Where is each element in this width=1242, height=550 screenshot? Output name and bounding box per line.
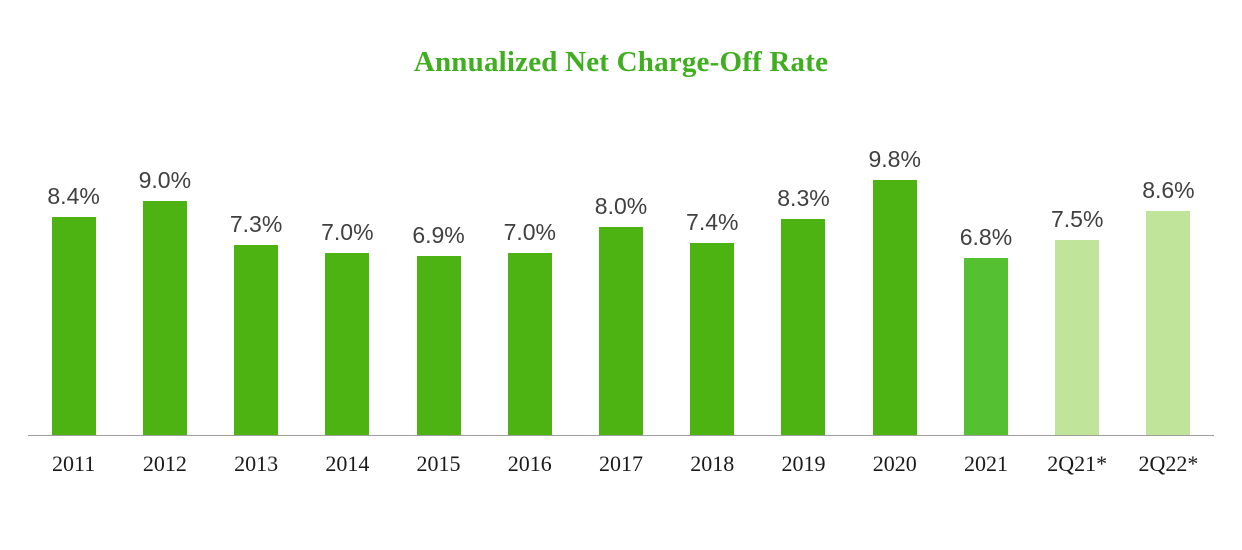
bar-column: 7.5% bbox=[1032, 206, 1123, 435]
x-axis-label: 2Q21* bbox=[1047, 451, 1108, 476]
bar-value-label: 7.5% bbox=[1050, 206, 1104, 232]
x-axis-label: 2011 bbox=[52, 451, 96, 476]
x-axis-label: 2018 bbox=[690, 451, 735, 476]
bar-value-label: 9.0% bbox=[138, 167, 192, 193]
bar-value-label: 7.0% bbox=[321, 219, 374, 245]
bar-value-label: 8.4% bbox=[47, 182, 100, 209]
x-axis-label: 2014 bbox=[325, 451, 370, 476]
bar bbox=[690, 242, 735, 435]
bar-value-label: 6.9% bbox=[412, 221, 465, 248]
bar bbox=[1055, 240, 1100, 435]
bar bbox=[599, 227, 644, 435]
bar-value-label: 8.6% bbox=[1142, 177, 1195, 204]
bar bbox=[416, 255, 461, 435]
bar-value-label: 8.0% bbox=[594, 193, 648, 219]
bar-value-label: 7.0% bbox=[503, 219, 556, 245]
bar-value-label: 8.3% bbox=[777, 185, 830, 212]
bar bbox=[872, 180, 917, 435]
bar bbox=[325, 253, 370, 435]
chart-title: Annualized Net Charge-Off Rate bbox=[413, 46, 829, 78]
x-axis-label: 2015 bbox=[416, 451, 461, 476]
x-axis: 2011 2012 2013 2014 2015 2016 2017 2018 2019 2020… bbox=[28, 435, 1214, 477]
bar bbox=[1146, 211, 1191, 435]
bar bbox=[142, 201, 187, 435]
x-axis-label: 2019 bbox=[781, 451, 826, 476]
bar bbox=[51, 216, 96, 435]
x-axis-label: 2017 bbox=[599, 451, 644, 476]
x-axis-label: 2020 bbox=[872, 451, 917, 476]
bar bbox=[963, 258, 1008, 435]
x-axis-label: 2012 bbox=[142, 451, 187, 476]
x-axis-label: 2021 bbox=[963, 451, 1008, 476]
bar-column: 7.0% bbox=[484, 219, 575, 435]
bar-value-label: 7.4% bbox=[686, 208, 739, 235]
bar bbox=[781, 219, 826, 435]
bar-column: 9.0% bbox=[119, 167, 210, 435]
bar-column: 9.8% bbox=[849, 146, 940, 435]
bar-column: 7.0% bbox=[302, 219, 393, 435]
x-axis-label: 2016 bbox=[507, 451, 552, 476]
x-axis-label: 2013 bbox=[234, 451, 279, 476]
bar-column: 7.3% bbox=[210, 211, 301, 435]
bar-column: 8.6% bbox=[1123, 177, 1214, 435]
bar-column: 8.4% bbox=[28, 183, 119, 435]
bar-column: 6.8% bbox=[940, 224, 1031, 435]
bar-value-label: 7.3% bbox=[229, 211, 283, 238]
bar-column: 7.4% bbox=[667, 209, 758, 435]
bar bbox=[507, 253, 552, 435]
bar-value-label: 9.8% bbox=[868, 146, 921, 173]
bar-chart: 8.4% 9.0% 7.3% 7.0% 6.9% 7.0% 8.0% 7.4% 8.3% 9.8%… bbox=[28, 139, 1214, 477]
bar-column: 8.0% bbox=[575, 193, 666, 435]
bar bbox=[234, 245, 279, 435]
bar-value-label: 6.8% bbox=[959, 224, 1013, 251]
bar-column: 8.3% bbox=[758, 185, 849, 435]
plot-area: 8.4% 9.0% 7.3% 7.0% 6.9% 7.0% 8.0% 7.4% 8.3% 9.8%… bbox=[28, 139, 1214, 435]
x-axis-label: 2Q22* bbox=[1138, 451, 1199, 476]
bar-column: 6.9% bbox=[393, 222, 484, 435]
